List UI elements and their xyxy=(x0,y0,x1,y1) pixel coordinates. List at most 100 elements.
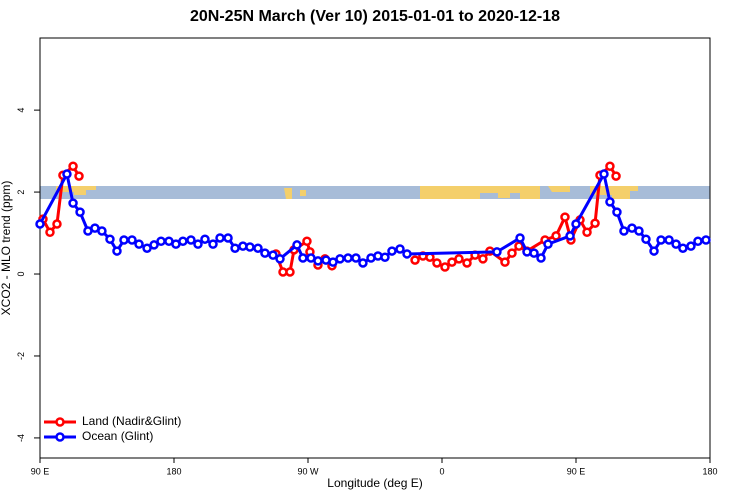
data-point xyxy=(223,233,233,243)
y-tick-label: 2 xyxy=(16,190,26,195)
data-point xyxy=(551,231,561,241)
data-point xyxy=(619,226,629,236)
x-axis-label: Longitude (deg E) xyxy=(327,476,422,490)
data-point xyxy=(292,240,302,250)
data-point xyxy=(605,161,615,172)
chart-title: 20N-25N March (Ver 10) 2015-01-01 to 202… xyxy=(190,8,560,25)
data-point xyxy=(599,169,609,179)
legend-label: Ocean (Glint) xyxy=(82,429,153,443)
data-point xyxy=(693,236,703,246)
y-tick-label: 4 xyxy=(16,108,26,113)
x-tick-label: 90 E xyxy=(31,466,50,476)
data-point xyxy=(119,235,129,245)
data-point xyxy=(112,246,122,256)
data-point xyxy=(178,236,188,246)
data-point xyxy=(302,236,312,246)
data-point xyxy=(536,253,546,263)
data-point xyxy=(671,239,681,249)
data-point xyxy=(678,243,688,253)
data-point xyxy=(582,227,592,237)
data-point xyxy=(605,197,615,207)
data-point xyxy=(142,243,152,253)
data-point xyxy=(208,239,218,249)
legend-marker xyxy=(55,432,65,442)
data-point xyxy=(560,212,570,222)
data-point xyxy=(313,256,323,266)
data-point xyxy=(328,257,338,267)
y-tick-label: -2 xyxy=(16,352,26,360)
data-point xyxy=(515,233,525,243)
data-point xyxy=(590,218,600,228)
data-point xyxy=(260,248,270,258)
y-axis-label: XCO2 - MLO trend (ppm) xyxy=(0,181,13,316)
data-point xyxy=(402,249,412,259)
data-point xyxy=(193,239,203,249)
data-point xyxy=(543,239,553,249)
data-point xyxy=(649,246,659,256)
data-point xyxy=(440,262,450,272)
data-point xyxy=(156,236,166,246)
x-tick-label: 90 W xyxy=(297,466,319,476)
data-point xyxy=(253,243,263,253)
data-point xyxy=(492,247,502,257)
data-point xyxy=(634,226,644,236)
series-line xyxy=(41,164,618,274)
y-tick-label: 0 xyxy=(16,272,26,277)
data-point xyxy=(571,219,581,229)
data-point xyxy=(395,244,405,254)
data-point xyxy=(358,258,368,268)
x-tick-label: 90 E xyxy=(567,466,586,476)
data-point xyxy=(447,257,457,267)
data-point xyxy=(478,254,488,264)
data-point xyxy=(335,254,345,264)
data-point xyxy=(149,240,159,250)
data-point xyxy=(74,171,84,181)
data-point xyxy=(186,235,196,245)
data-point xyxy=(62,169,72,179)
y-tick-label: -4 xyxy=(16,434,26,442)
data-point xyxy=(134,239,144,249)
data-point xyxy=(462,258,472,268)
data-point xyxy=(387,246,397,256)
data-point xyxy=(35,219,45,229)
data-point xyxy=(701,235,711,245)
legend-label: Land (Nadir&Glint) xyxy=(82,414,181,428)
data-point xyxy=(529,248,539,258)
x-tick-label: 180 xyxy=(166,466,181,476)
data-point xyxy=(380,252,390,262)
data-point xyxy=(215,233,225,243)
data-point xyxy=(664,235,674,245)
data-point xyxy=(52,219,62,229)
data-point xyxy=(68,198,78,208)
data-point xyxy=(45,227,55,237)
data-point xyxy=(275,254,285,264)
data-point xyxy=(268,250,278,260)
legend-marker xyxy=(55,417,65,427)
data-point xyxy=(230,243,240,253)
data-point xyxy=(454,254,464,264)
x-tick-label: 180 xyxy=(702,466,717,476)
data-point xyxy=(351,253,361,263)
data-point xyxy=(68,161,78,172)
data-point xyxy=(641,234,651,244)
data-point xyxy=(105,234,115,244)
data-point xyxy=(298,253,308,263)
data-point xyxy=(75,207,85,217)
data-point xyxy=(343,253,353,263)
data-point xyxy=(656,235,666,245)
data-point xyxy=(410,255,420,265)
data-point xyxy=(285,267,295,277)
data-point xyxy=(245,242,255,252)
data-point xyxy=(612,207,622,217)
data-point xyxy=(611,171,621,181)
data-point xyxy=(565,231,575,241)
data-point xyxy=(507,248,517,258)
x-tick-label: 0 xyxy=(439,466,444,476)
plot-frame xyxy=(39,37,711,459)
map-strip xyxy=(40,186,710,199)
data-point xyxy=(127,235,137,245)
data-point xyxy=(97,226,107,236)
data-point xyxy=(500,257,510,267)
data-point xyxy=(432,258,442,268)
